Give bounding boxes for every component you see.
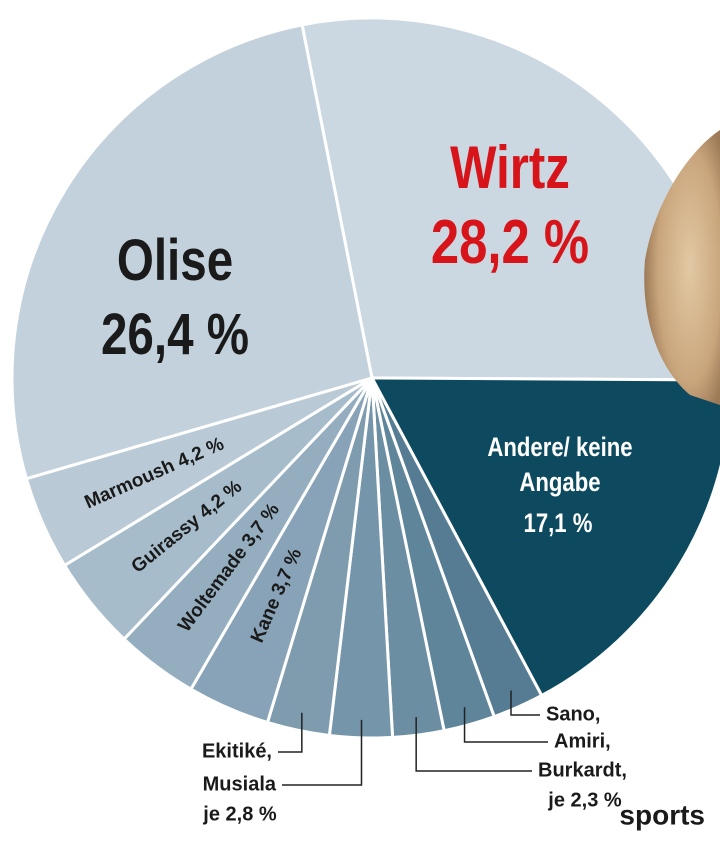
callout-label: Amiri, (554, 730, 611, 752)
pie-slice (300, 16, 720, 382)
photo-hand (644, 130, 720, 405)
slice-label: Wirtz (450, 134, 570, 201)
annotation: je 2,8 % (202, 803, 277, 825)
watermark: sports (619, 799, 705, 830)
value-label: 26,4 % (100, 302, 250, 367)
callout-label: Musiala (203, 773, 277, 795)
slice-label: Andere/ keine Angabe (487, 432, 633, 498)
value-label: 17,1 % (523, 508, 593, 538)
callout-line (463, 707, 548, 743)
value-label: 28,2 % (430, 208, 590, 277)
callout-label: Ekitiké, (202, 740, 272, 762)
pie-slice (10, 23, 374, 481)
slice-label: Olise (116, 228, 234, 293)
callout-line (282, 719, 363, 786)
callout-line (415, 717, 532, 772)
callout-line (510, 690, 540, 716)
callout-label: Sano, (546, 703, 600, 725)
callout-line (278, 712, 303, 753)
annotation: je 2,3 % (547, 789, 622, 811)
callout-label: Burkardt, (538, 759, 627, 781)
pie-slice (369, 376, 720, 698)
